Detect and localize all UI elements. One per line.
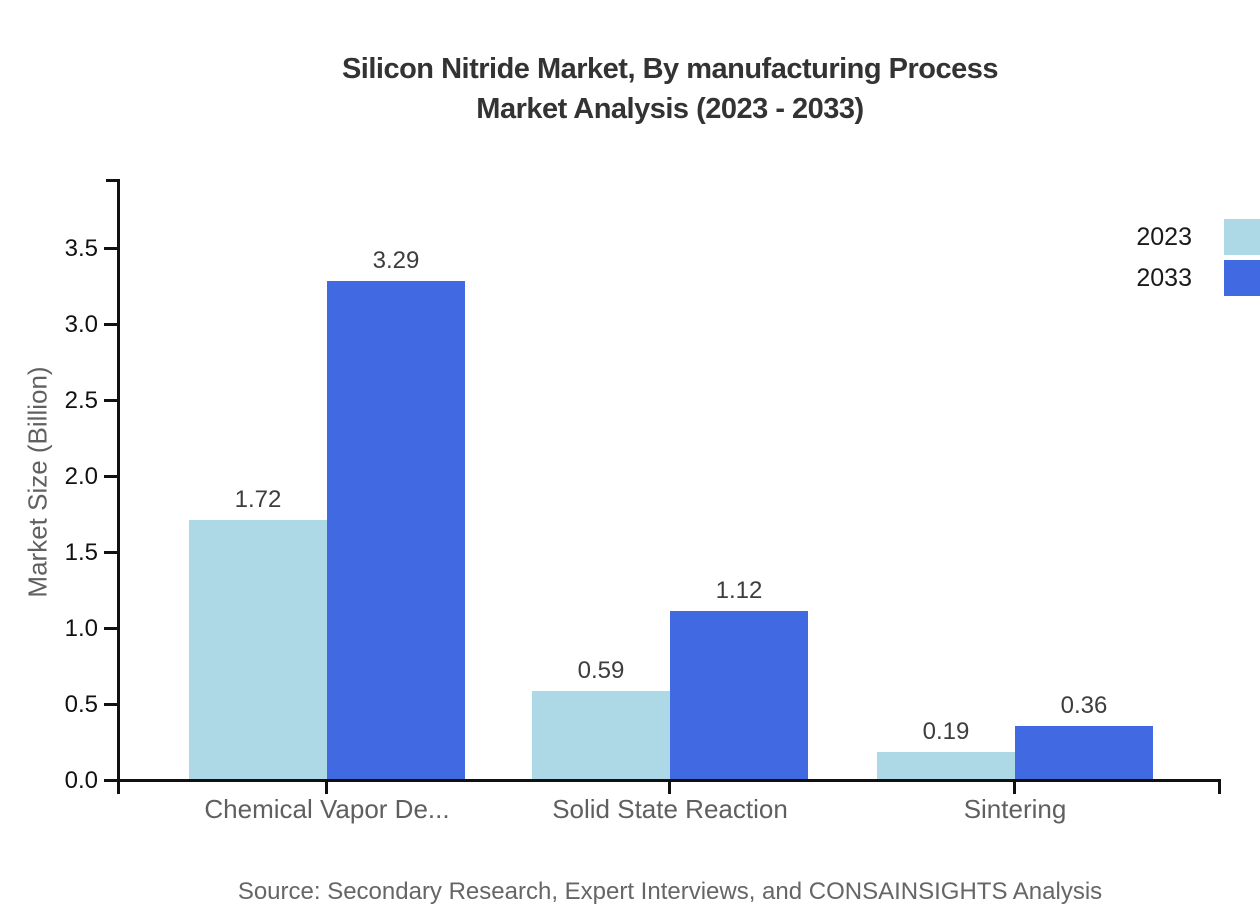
- category-label-2: Sintering: [963, 794, 1067, 824]
- x-axis-line: [106, 779, 1221, 782]
- y-tick-label-1.0: 1.0: [64, 614, 98, 642]
- value-label-2023-cat0: 1.72: [234, 486, 282, 513]
- legend-item-2023: 2023: [1062, 219, 1260, 255]
- bar-2033-cat2: [1015, 726, 1153, 781]
- legend-label-2023: 2023: [1136, 222, 1192, 251]
- chart-title: Silicon Nitride Market, By manufacturing…: [80, 49, 1260, 129]
- x-tick-0: [325, 779, 328, 794]
- y-tick-0.5: [104, 703, 117, 706]
- category-label-1: Solid State Reaction: [552, 794, 788, 824]
- y-tick-3.0: [104, 323, 117, 326]
- x-tick-2: [1013, 779, 1016, 794]
- legend-swatch-2033: [1224, 260, 1260, 296]
- y-tick-1.0: [104, 627, 117, 630]
- value-label-2033-cat1: 1.12: [715, 577, 763, 604]
- y-tick-1.5: [104, 551, 117, 554]
- legend-item-2033: 2033: [1062, 260, 1260, 296]
- y-tick-label-2.0: 2.0: [64, 462, 98, 490]
- value-label-2033-cat2: 0.36: [1060, 692, 1108, 719]
- value-label-2023-cat1: 0.59: [577, 657, 625, 684]
- y-tick-label-3.0: 3.0: [64, 310, 98, 338]
- y-tick-3.5: [104, 247, 117, 250]
- y-tick-label-3.5: 3.5: [64, 234, 98, 262]
- y-tick-label-1.5: 1.5: [64, 538, 98, 566]
- y-axis-line: [117, 179, 120, 794]
- bar-2023-cat2: [877, 752, 1015, 781]
- legend-swatch-2023: [1224, 219, 1260, 255]
- x-tick-1: [668, 779, 671, 794]
- x-axis-right-cap: [1218, 779, 1221, 794]
- y-tick-2.0: [104, 475, 117, 478]
- y-tick-label-0.0: 0.0: [64, 766, 98, 794]
- source-note: Source: Secondary Research, Expert Inter…: [237, 878, 1103, 905]
- chart-title-line2: Market Analysis (2023 - 2033): [476, 93, 864, 125]
- bar-2023-cat1: [532, 691, 670, 781]
- legend-label-2033: 2033: [1136, 263, 1192, 292]
- category-label-0: Chemical Vapor De...: [204, 794, 450, 824]
- value-label-2033-cat0: 3.29: [372, 247, 420, 274]
- bar-2023-cat0: [189, 520, 327, 781]
- y-axis-top-cap: [106, 179, 120, 182]
- y-tick-2.5: [104, 399, 117, 402]
- value-label-2023-cat2: 0.19: [922, 718, 970, 745]
- chart-title-line1: Silicon Nitride Market, By manufacturing…: [341, 53, 999, 85]
- y-tick-label-2.5: 2.5: [64, 386, 98, 414]
- bar-2033-cat1: [670, 611, 808, 781]
- y-tick-label-0.5: 0.5: [64, 690, 98, 718]
- bar-2033-cat0: [327, 281, 465, 781]
